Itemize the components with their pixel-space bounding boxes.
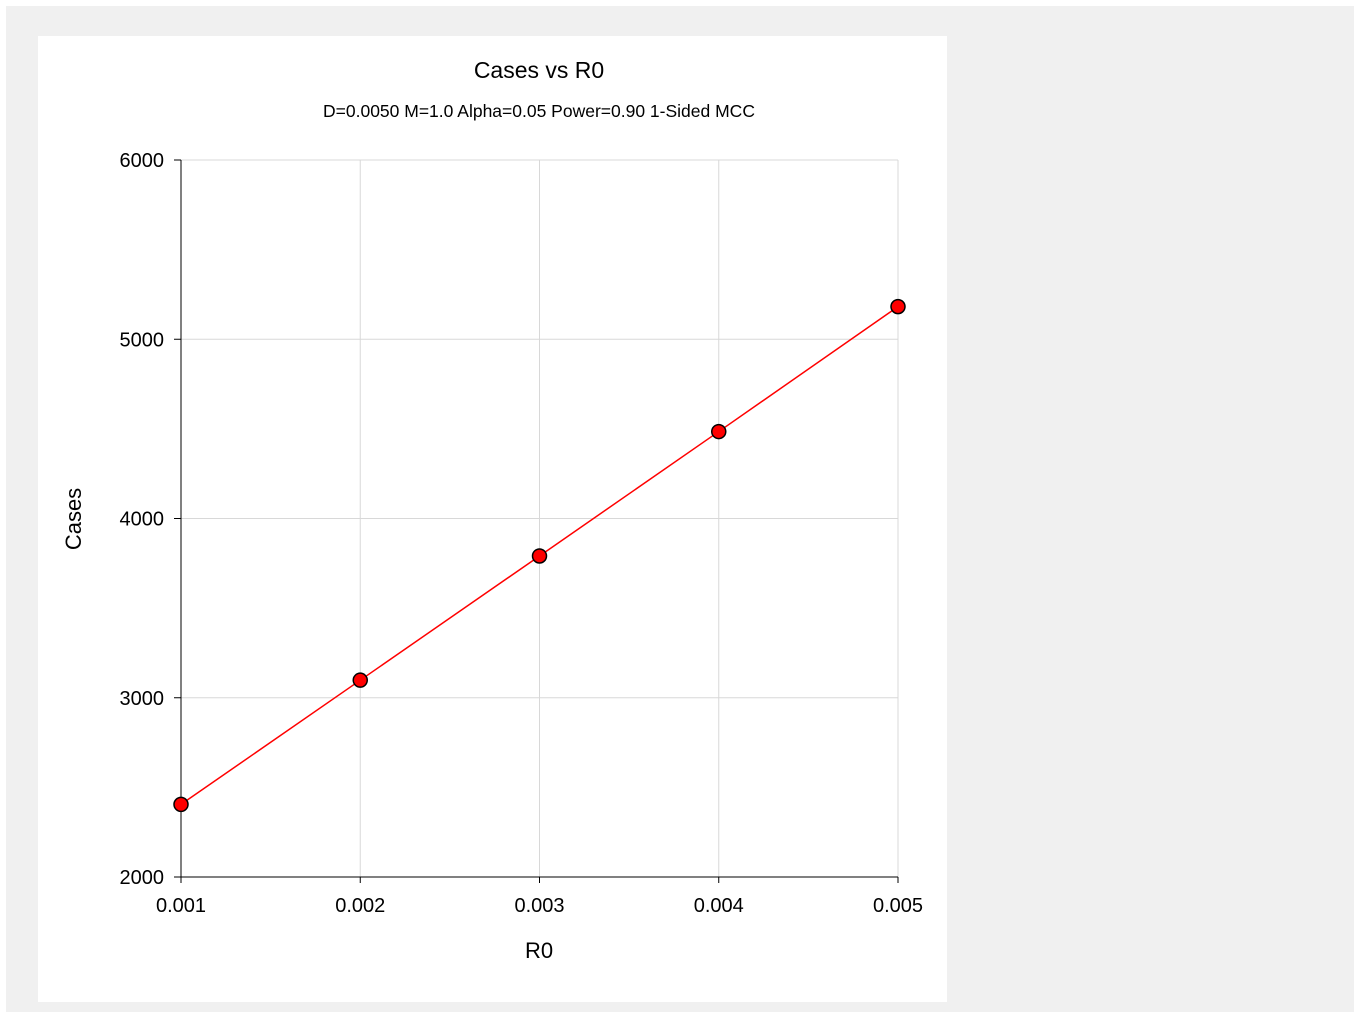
chart-subtitle: D=0.0050 M=1.0 Alpha=0.05 Power=0.90 1-S… xyxy=(323,101,755,121)
y-tick-label: 5000 xyxy=(120,329,165,351)
y-tick-labels: 2000 3000 4000 5000 6000 xyxy=(120,150,165,889)
x-tick-label: 0.005 xyxy=(873,895,923,917)
x-tick-label: 0.004 xyxy=(694,895,744,917)
y-axis-label: Cases xyxy=(61,488,86,550)
axes xyxy=(174,159,899,883)
data-point xyxy=(531,548,548,564)
x-axis-label: R0 xyxy=(525,938,553,963)
grid-lines xyxy=(181,159,899,877)
data-point xyxy=(352,672,368,688)
data-point xyxy=(173,796,189,813)
chart-title: Cases vs R0 xyxy=(474,57,604,83)
x-tick-labels: 0.001 0.002 0.003 0.004 0.005 xyxy=(156,895,923,917)
series-cases xyxy=(173,298,906,813)
y-tick-label: 3000 xyxy=(120,688,165,710)
y-tick-label: 2000 xyxy=(120,867,165,889)
y-tick-label: 4000 xyxy=(120,509,165,531)
x-tick-label: 0.003 xyxy=(514,895,564,917)
data-point xyxy=(711,423,727,440)
x-tick-label: 0.001 xyxy=(156,895,206,917)
y-tick-label: 6000 xyxy=(120,150,165,172)
x-tick-label: 0.002 xyxy=(335,895,385,917)
data-point xyxy=(890,298,906,315)
